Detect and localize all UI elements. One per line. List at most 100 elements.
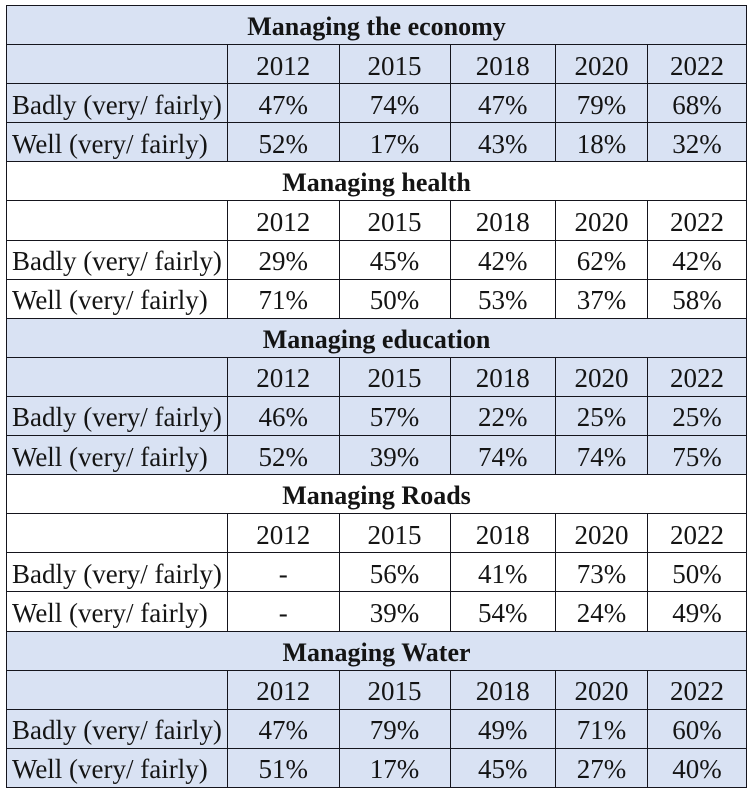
year-header-cell: 2012 (227, 669, 340, 710)
value-cell: 39% (338, 435, 451, 476)
value-cell: - (227, 552, 340, 593)
row-label: Well (very/ fairly) (6, 747, 228, 788)
value-cell: 71% (227, 278, 340, 319)
year-header-cell: 2020 (555, 200, 648, 241)
year-header-cell: 2015 (338, 44, 451, 85)
table-row: Well (very/ fairly) 51% 17% 45% 27% 40% (6, 747, 748, 788)
value-cell: 57% (338, 395, 451, 437)
year-header-row: 2012 2015 2018 2020 2022 (6, 356, 748, 397)
value-cell: 50% (338, 278, 451, 319)
year-header-row: 2012 2015 2018 2020 2022 (6, 669, 748, 710)
year-header-cell: 2015 (338, 200, 451, 241)
year-header-cell: 2012 (227, 44, 340, 85)
section-title-row: Managing health (5, 161, 748, 202)
table-row: Badly (very/ fairly) -56% 41% 73% 50% (6, 552, 748, 593)
value-cell: 47% (227, 708, 340, 749)
value-cell: 18% (555, 122, 648, 163)
row-label: Badly (very/ fairly) (6, 708, 228, 749)
year-header-cell: 2012 (227, 513, 340, 554)
row-label: Well (very/ fairly) (6, 122, 228, 163)
table-row: Badly (very/ fairly) 47% 79% 49% 71% 60% (6, 708, 748, 749)
row-label: Well (very/ fairly) (6, 278, 228, 319)
year-header-cell: 2022 (646, 669, 748, 710)
row-label: Badly (very/ fairly) (6, 239, 228, 280)
year-header-cell: 2022 (646, 44, 748, 85)
value-cell: 40% (646, 747, 748, 788)
row-label: Badly (very/ fairly) (6, 552, 228, 593)
year-header-cell: 2020 (555, 356, 648, 397)
year-header-cell: 2012 (227, 200, 340, 241)
value-cell: 49% (449, 708, 556, 749)
value-cell: 25% (555, 395, 648, 437)
value-cell: 73% (555, 552, 648, 593)
value-cell: 62% (555, 239, 648, 280)
value-cell: 79% (555, 83, 648, 124)
year-header-cell: 2020 (555, 513, 648, 554)
value-cell: 51% (227, 747, 340, 788)
year-header-row: 2012 2015 2018 2020 2022 (6, 200, 748, 241)
survey-results-table: Managing the economy 2012 2015 2018 2020 2022… (5, 4, 748, 788)
section-title-row: Managing education (5, 317, 748, 358)
table-row: Badly (very/ fairly) 29% 45% 42% 62% 42% (6, 239, 748, 280)
row-label: Well (very/ fairly) (6, 435, 228, 476)
section-title: Managing education (5, 317, 748, 358)
value-cell: 42% (646, 239, 748, 280)
row-label: Badly (very/ fairly) (6, 83, 228, 124)
value-cell: 29% (227, 239, 340, 280)
empty-corner-cell (6, 669, 228, 710)
value-cell: 45% (449, 747, 556, 788)
section-title-row: Managing the economy (5, 4, 748, 46)
value-cell: 41% (449, 552, 556, 593)
row-label: Badly (very/ fairly) (6, 395, 228, 437)
value-cell: 22% (449, 395, 556, 437)
value-cell: 45% (338, 239, 451, 280)
value-cell: 24% (555, 591, 648, 632)
empty-corner-cell (6, 200, 228, 241)
value-cell: 68% (646, 83, 748, 124)
value-cell: 46% (227, 395, 340, 437)
value-cell: 52% (227, 122, 340, 163)
year-header-cell: 2015 (338, 513, 451, 554)
section-title: Managing the economy (5, 4, 748, 46)
value-cell: 53% (449, 278, 556, 319)
value-cell: - (227, 591, 340, 632)
row-label: Well (very/ fairly) (6, 591, 228, 632)
value-cell: 49% (646, 591, 748, 632)
year-header-cell: 2020 (555, 669, 648, 710)
value-cell: 58% (646, 278, 748, 319)
section-title-row: Managing Roads (5, 474, 748, 515)
year-header-cell: 2018 (449, 669, 556, 710)
table-row: Badly (very/ fairly) 46% 57% 22% 25% 25% (6, 395, 748, 437)
value-cell: 74% (338, 83, 451, 124)
year-header-cell: 2022 (646, 200, 748, 241)
year-header-row: 2012 2015 2018 2020 2022 (6, 44, 748, 85)
year-header-cell: 2018 (449, 200, 556, 241)
year-header-cell: 2020 (555, 44, 648, 85)
table-row: Well (very/ fairly) -39% 54% 24% 49% (6, 591, 748, 632)
year-header-cell: 2015 (338, 669, 451, 710)
value-cell: 17% (338, 747, 451, 788)
value-cell: 52% (227, 435, 340, 476)
year-header-cell: 2022 (646, 513, 748, 554)
value-cell: 54% (449, 591, 556, 632)
section-title: Managing Water (5, 630, 748, 671)
value-cell: 32% (646, 122, 748, 163)
year-header-cell: 2018 (449, 356, 556, 397)
value-cell: 74% (449, 435, 556, 476)
value-cell: 74% (555, 435, 648, 476)
section-title: Managing health (5, 161, 748, 202)
empty-corner-cell (6, 356, 228, 397)
value-cell: 43% (449, 122, 556, 163)
value-cell: 79% (338, 708, 451, 749)
year-header-cell: 2012 (227, 356, 340, 397)
table-row: Well (very/ fairly) 52% 17% 43% 18% 32% (6, 122, 748, 163)
value-cell: 17% (338, 122, 451, 163)
table-row: Well (very/ fairly) 52% 39% 74% 74% 75% (6, 435, 748, 476)
value-cell: 50% (646, 552, 748, 593)
year-header-cell: 2018 (449, 513, 556, 554)
value-cell: 56% (338, 552, 451, 593)
section-title: Managing Roads (5, 474, 748, 515)
value-cell: 47% (449, 83, 556, 124)
value-cell: 27% (555, 747, 648, 788)
table-row: Well (very/ fairly) 71% 50% 53% 37% 58% (6, 278, 748, 319)
